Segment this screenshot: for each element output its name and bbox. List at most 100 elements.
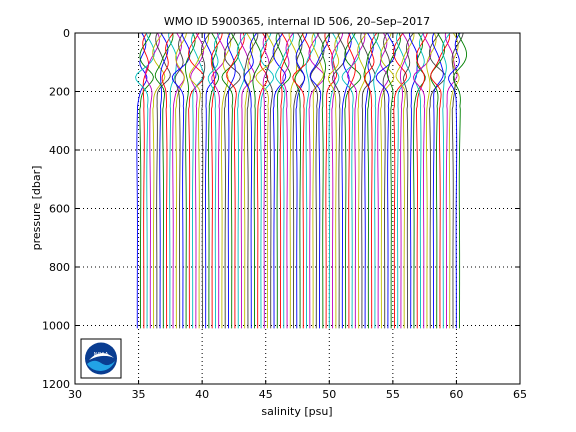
noaa-logo: NOAA xyxy=(80,338,122,379)
salinity-profile-line xyxy=(311,32,324,329)
salinity-profile-line xyxy=(428,32,446,329)
salinity-profile-line xyxy=(416,32,428,329)
salinity-profile-line xyxy=(430,32,451,329)
salinity-profile-line xyxy=(448,32,460,329)
salinity-profile-line xyxy=(223,32,241,329)
salinity-profile-line xyxy=(256,32,269,329)
chart-title: WMO ID 5900365, internal ID 506, 20–Sep–… xyxy=(164,15,430,28)
salinity-profile-line xyxy=(221,32,232,329)
salinity-profile-line xyxy=(341,32,361,329)
y-tick-label: 1000 xyxy=(42,320,70,333)
salinity-profile-line xyxy=(344,32,362,329)
salinity-profile-line xyxy=(207,32,221,329)
x-tick-label: 45 xyxy=(259,388,273,401)
x-tick-label: 55 xyxy=(386,388,400,401)
salinity-profile-line xyxy=(239,32,256,329)
salinity-profile-line xyxy=(159,32,169,329)
salinity-profile-line xyxy=(310,32,325,329)
salinity-profile-line xyxy=(328,32,340,329)
salinity-profile-line xyxy=(360,32,376,329)
salinity-profile-line xyxy=(395,32,415,329)
salinity-profile-line xyxy=(175,32,187,329)
salinity-profile-line xyxy=(188,32,205,329)
salinity-profile-line xyxy=(184,32,196,329)
x-tick-label: 40 xyxy=(195,388,209,401)
salinity-profile-line xyxy=(373,32,383,329)
salinity-profile-line xyxy=(292,32,311,329)
salinity-profile-line xyxy=(444,32,458,329)
y-tick-label: 800 xyxy=(49,261,70,274)
salinity-profile-line xyxy=(139,32,154,329)
salinity-profile-line xyxy=(347,32,356,329)
x-tick-label: 60 xyxy=(449,388,463,401)
salinity-profile-line xyxy=(295,32,308,329)
salinity-profile-line xyxy=(208,32,220,329)
salinity-profile-line xyxy=(191,32,205,329)
salinity-profile-line xyxy=(243,32,258,329)
salinity-profile-line xyxy=(430,32,445,329)
plot-area xyxy=(75,33,520,384)
salinity-profile-line xyxy=(189,32,210,329)
y-tick-labels: 0 200 400 600 800 1000 1200 xyxy=(42,27,70,391)
salinity-profile-line xyxy=(305,32,316,329)
salinity-profile-line xyxy=(386,32,401,329)
salinity-profile-line xyxy=(347,32,366,329)
salinity-profile-line xyxy=(364,32,378,329)
salinity-profile-line xyxy=(308,32,326,329)
salinity-profile-line xyxy=(409,32,419,329)
salinity-profile-line xyxy=(154,32,174,329)
salinity-profile-line xyxy=(190,32,205,329)
logo-bird xyxy=(89,352,114,360)
x-axis-label: salinity [psu] xyxy=(261,405,332,418)
salinity-profile-line xyxy=(331,32,344,329)
salinity-profile-line xyxy=(357,32,367,329)
salinity-profile-line xyxy=(135,32,155,329)
salinity-profile-line xyxy=(396,32,411,329)
salinity-profile-line xyxy=(448,32,461,329)
salinity-profile-line xyxy=(327,32,341,329)
y-tick-label: 1200 xyxy=(42,378,70,391)
salinity-profile-line xyxy=(211,32,226,329)
y-tick-label: 0 xyxy=(63,27,70,40)
salinity-profile-line xyxy=(265,32,281,329)
salinity-profile-line xyxy=(282,32,294,329)
salinity-profile-line xyxy=(262,32,270,329)
x-tick-labels: 30 35 40 45 50 55 60 65 xyxy=(68,388,527,401)
salinity-profile-line xyxy=(275,32,294,329)
salinity-profile-line xyxy=(200,32,211,329)
salinity-profile-line xyxy=(441,32,451,329)
salinity-profiles xyxy=(135,32,468,329)
salinity-profile-line xyxy=(364,32,374,329)
salinity-profile-line xyxy=(380,32,395,329)
y-axis-label: pressure [dbar] xyxy=(30,166,43,251)
logo-text: NOAA xyxy=(94,352,109,358)
salinity-profile-line xyxy=(279,32,289,329)
salinity-profile-line xyxy=(243,32,254,329)
salinity-profile-line xyxy=(275,32,291,329)
salinity-profile-line xyxy=(155,32,171,329)
x-tick-label: 65 xyxy=(513,388,527,401)
salinity-profile-line xyxy=(144,32,160,329)
salinity-profile-line xyxy=(382,32,390,329)
salinity-profile-line xyxy=(136,32,148,329)
salinity-profile-line xyxy=(255,32,276,329)
x-tick-label: 35 xyxy=(132,388,146,401)
salinity-profile-line xyxy=(412,32,432,329)
salinity-profile-line xyxy=(171,32,191,329)
salinity-profile-line xyxy=(431,32,444,329)
salinity-profile-line xyxy=(252,32,262,329)
salinity-profile-line xyxy=(221,32,240,329)
logo-wave xyxy=(87,360,115,371)
salinity-profile-line xyxy=(377,32,389,329)
salinity-profile-line xyxy=(161,32,174,329)
x-tick-label: 30 xyxy=(68,388,82,401)
salinity-profile-line xyxy=(210,32,223,329)
x-tick-label: 50 xyxy=(322,388,336,401)
salinity-profile-line xyxy=(168,32,178,329)
salinity-profile-line xyxy=(226,32,245,329)
y-tick-label: 600 xyxy=(49,203,70,216)
salinity-profile-line xyxy=(142,32,149,329)
salinity-profile-line xyxy=(399,32,410,329)
salinity-profile-line xyxy=(332,32,347,329)
